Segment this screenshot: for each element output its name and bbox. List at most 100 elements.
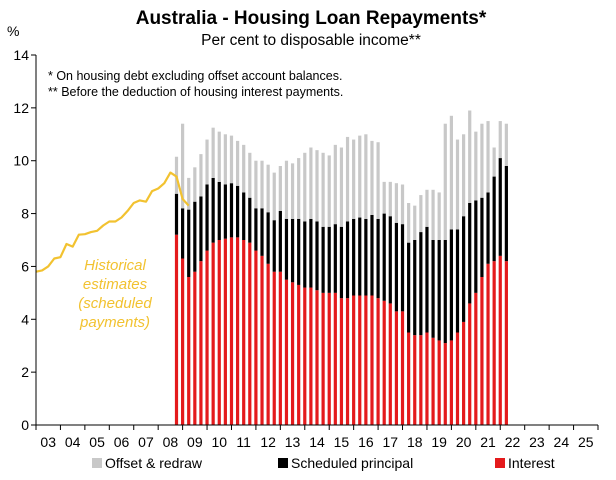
bar-offset	[339, 147, 344, 227]
bar-offset	[388, 181, 392, 217]
x-tick-label: 13	[285, 434, 301, 450]
bar-scheduled	[352, 218, 356, 296]
bar-offset	[205, 139, 209, 185]
bar-offset	[193, 167, 197, 202]
bar-interest	[474, 292, 478, 425]
bar-scheduled	[486, 192, 490, 264]
x-tick-label: 11	[236, 434, 251, 450]
bar-interest	[345, 298, 350, 425]
y-axis-unit: %	[7, 23, 19, 39]
bar-offset	[181, 123, 185, 209]
bar-interest	[358, 295, 362, 425]
x-tick-label: 04	[65, 434, 81, 450]
bar-interest	[352, 295, 356, 425]
bar-scheduled	[468, 203, 472, 304]
bar-scheduled	[407, 242, 411, 333]
bar-offset	[284, 160, 289, 219]
x-tick-label: 10	[211, 434, 227, 450]
y-tick-label: 12	[13, 100, 29, 116]
bar-interest	[339, 298, 344, 425]
bar-offset	[364, 134, 368, 219]
bar-offset	[223, 134, 227, 185]
x-tick-label: 17	[383, 434, 399, 450]
x-axis: 03 04 05 06 07 08 09 10 11 12 13 14 15 16 17 18 19 20 21 22…	[35, 424, 599, 450]
bar-scheduled	[504, 166, 508, 262]
x-tick-label: 12	[260, 434, 276, 450]
bar-offset	[333, 144, 337, 225]
bar-scheduled	[339, 226, 344, 299]
bar-offset	[449, 115, 453, 230]
bar-interest	[272, 271, 276, 425]
legend-label-offset: Offset & redraw	[105, 455, 203, 471]
bar-interest	[309, 287, 313, 425]
bar-interest	[370, 295, 374, 425]
x-tick-label: 20	[456, 434, 472, 450]
bar-scheduled	[174, 193, 179, 235]
historical-estimates-line	[35, 171, 190, 273]
bar-scheduled	[315, 221, 319, 291]
bar-offset	[498, 121, 502, 159]
bar-offset	[431, 189, 435, 240]
bar-interest	[187, 277, 191, 425]
bar-scheduled	[394, 222, 399, 312]
legend-item-offset: Offset & redraw	[92, 455, 203, 471]
bar-scheduled	[443, 240, 447, 344]
bar-interest	[266, 263, 270, 425]
y-tick-label: 8	[21, 206, 29, 222]
bar-scheduled	[309, 218, 313, 288]
bar-offset	[254, 160, 258, 209]
bar-scheduled	[437, 240, 441, 341]
bar-offset	[419, 195, 423, 233]
legend-label-scheduled: Scheduled principal	[291, 455, 413, 471]
legend-swatch-interest	[495, 458, 505, 468]
bar-scheduled	[223, 184, 227, 239]
bar-scheduled	[229, 183, 234, 238]
x-tick-label: 16	[358, 434, 374, 450]
bar-scheduled	[480, 197, 484, 277]
x-tick-label: 19	[431, 434, 447, 450]
bar-offset	[492, 147, 496, 177]
bar-interest	[205, 250, 209, 425]
bar-scheduled	[242, 192, 246, 240]
legend: Offset & redraw Scheduled principal Inte…	[92, 455, 555, 471]
chart-title: Australia - Housing Loan Repayments*	[136, 8, 487, 29]
bar-offset	[376, 142, 380, 219]
bar-scheduled	[388, 216, 392, 304]
bar-offset	[174, 156, 179, 194]
bar-interest	[229, 237, 234, 425]
bar-interest	[443, 343, 447, 425]
x-tick-label: 15	[334, 434, 350, 450]
bar-scheduled	[492, 176, 496, 262]
bar-offset	[290, 163, 295, 219]
bar-offset	[260, 160, 264, 209]
bar-interest	[199, 261, 203, 425]
y-tick-label: 6	[21, 258, 29, 274]
bar-interest	[486, 263, 490, 425]
bar-scheduled	[181, 208, 185, 259]
bar-interest	[407, 332, 411, 425]
bar-interest	[382, 300, 386, 425]
bar-interest	[315, 290, 319, 425]
x-tick-label: 09	[187, 434, 203, 450]
bar-interest	[504, 261, 508, 425]
bar-scheduled	[474, 200, 478, 293]
bar-interest	[388, 303, 392, 425]
bar-scheduled	[327, 226, 331, 293]
footnote-2: ** Before the deduction of housing inter…	[48, 85, 343, 99]
bar-scheduled	[321, 226, 325, 293]
bar-offset	[303, 152, 307, 222]
bar-scheduled	[187, 209, 191, 277]
bar-scheduled	[266, 212, 270, 264]
bar-interest	[297, 284, 301, 425]
bar-interest	[217, 240, 221, 425]
bar-scheduled	[382, 213, 386, 301]
legend-swatch-offset	[92, 458, 102, 468]
bar-scheduled	[297, 218, 301, 285]
bar-interest	[364, 295, 368, 425]
y-tick-label: 4	[21, 311, 29, 327]
bar-offset	[187, 177, 191, 210]
bar-offset	[474, 131, 478, 201]
historical-annotation: Historical estimates (scheduled payments…	[78, 257, 152, 331]
bar-offset	[278, 166, 282, 211]
bar-interest	[242, 240, 246, 425]
